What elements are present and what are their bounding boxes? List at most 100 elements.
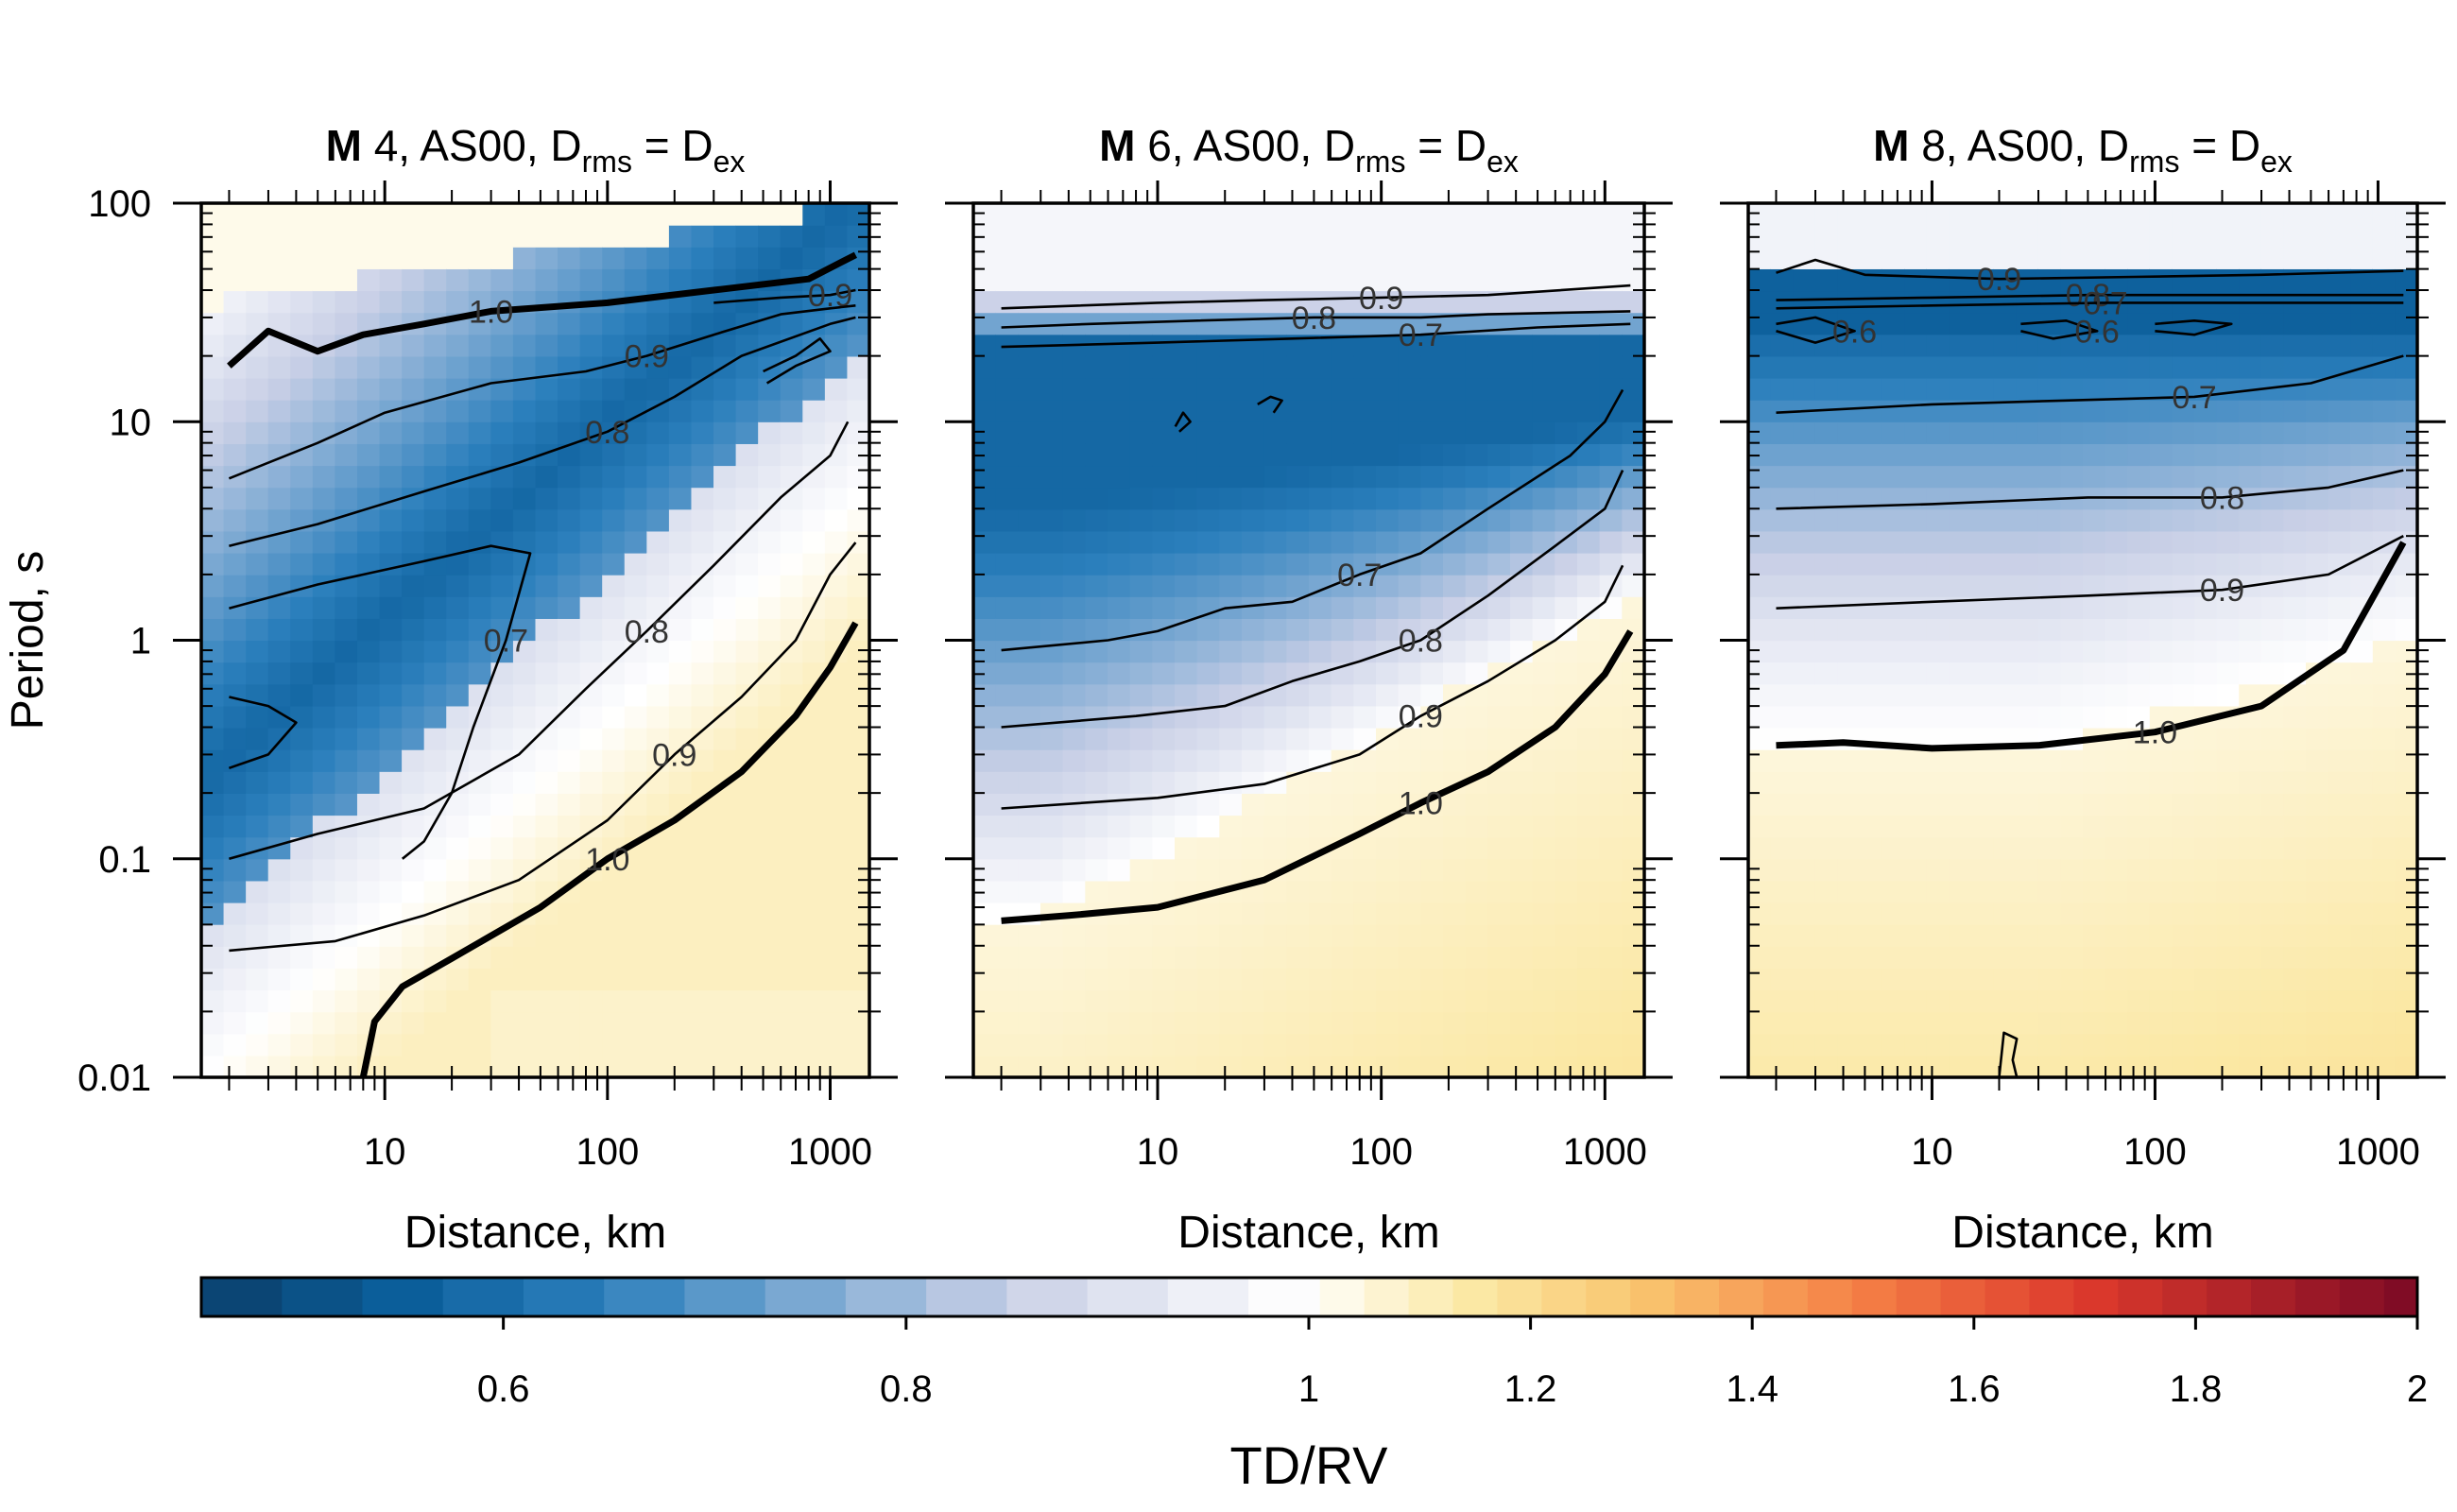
heatmap-cell (2172, 203, 2195, 226)
heatmap-cell (735, 465, 759, 489)
heatmap-cell (1398, 924, 1421, 947)
heatmap-cell (335, 640, 358, 663)
heatmap-cell (2037, 902, 2061, 925)
heatmap-cell (490, 1011, 514, 1035)
heatmap-cell (1814, 989, 1838, 1013)
heatmap-cell (1599, 596, 1623, 619)
heatmap-cell (824, 268, 849, 292)
heatmap-cell (2306, 530, 2329, 554)
heatmap-cell (2172, 640, 2195, 663)
heatmap-cell (1018, 728, 1041, 750)
heatmap-cell (668, 968, 693, 991)
heatmap-cell (1443, 268, 1467, 292)
heatmap-cell (1175, 946, 1198, 969)
heatmap-cell (802, 968, 826, 991)
heatmap-cell (1263, 487, 1287, 510)
heatmap-cell (267, 487, 291, 510)
heatmap-cell (468, 247, 491, 269)
heatmap-cell (2239, 1011, 2262, 1035)
heatmap-cell (468, 836, 491, 860)
heatmap-cell (1577, 705, 1601, 729)
heatmap-cell (1860, 355, 1883, 379)
heatmap-cell (423, 989, 447, 1013)
heatmap-cell (1465, 596, 1488, 619)
heatmap-cell (1331, 858, 1354, 882)
heatmap-cell (468, 858, 491, 882)
heatmap-cell (1555, 508, 1578, 532)
heatmap-cell (1793, 924, 1816, 947)
heatmap-cell (1040, 290, 1064, 314)
heatmap-cell (1881, 225, 1905, 248)
heatmap-cell (1353, 487, 1377, 510)
heatmap-cell (1242, 1011, 1265, 1035)
heatmap-cell (290, 946, 314, 969)
heatmap-cell (602, 465, 626, 489)
heatmap-cell (2260, 225, 2284, 248)
heatmap-cell (2016, 553, 2039, 576)
heatmap-cell (558, 334, 581, 357)
heatmap-cell (602, 247, 626, 269)
heatmap-cell (1309, 508, 1332, 532)
heatmap-cell (1555, 247, 1578, 269)
heatmap-cell (1175, 225, 1198, 248)
colorbar-cell (1984, 1278, 2030, 1316)
heatmap-cell (1152, 312, 1176, 335)
heatmap-cell (1196, 334, 1220, 357)
heatmap-cell (1904, 989, 1928, 1013)
colorbar-cell (845, 1278, 927, 1316)
heatmap-cell (995, 268, 1019, 292)
heatmap-cell (2037, 946, 2061, 969)
heatmap-cell (713, 902, 737, 925)
heatmap-cell (2172, 728, 2195, 750)
heatmap-cell (1510, 508, 1534, 532)
heatmap-cell (246, 1055, 269, 1078)
heatmap-cell (223, 1011, 247, 1035)
heatmap-cell (1555, 355, 1578, 379)
heatmap-cell (312, 640, 335, 663)
heatmap-cell (1108, 553, 1131, 576)
heatmap-cell (1152, 1033, 1176, 1057)
heatmap-cell (1555, 465, 1578, 489)
heatmap-cell (1860, 508, 1883, 532)
heatmap-cell (379, 771, 403, 794)
heatmap-cell (1085, 1055, 1108, 1078)
heatmap-cell (735, 247, 759, 269)
heatmap-cell (1622, 989, 1645, 1013)
heatmap-cell (267, 924, 291, 947)
heatmap-cell (1555, 290, 1578, 314)
heatmap-cell (1622, 530, 1645, 554)
heatmap-cell (1926, 728, 1950, 750)
heatmap-cell (2216, 225, 2240, 248)
heatmap-cell (379, 683, 403, 707)
heatmap-cell (2172, 793, 2195, 816)
heatmap-cell (1062, 465, 1086, 489)
heatmap-cell (379, 902, 403, 925)
heatmap-cell (824, 378, 849, 401)
heatmap-cell (2105, 815, 2128, 838)
heatmap-cell (2239, 989, 2262, 1013)
heatmap-cell (2372, 312, 2396, 335)
heatmap-cell (624, 1011, 647, 1035)
heatmap-cell (1577, 378, 1601, 401)
heatmap-cell (1622, 596, 1645, 619)
heatmap-cell (624, 355, 647, 379)
heatmap-cell (1420, 553, 1444, 576)
contour-label: 0.9 (625, 339, 669, 375)
heatmap-cell (402, 749, 425, 772)
heatmap-cell (290, 378, 314, 401)
heatmap-cell (558, 683, 581, 707)
heatmap-cell (1040, 312, 1064, 335)
heatmap-cell (2037, 575, 2061, 597)
heatmap-cell (713, 880, 737, 903)
heatmap-cell (758, 662, 782, 685)
heatmap-cell (1085, 487, 1108, 510)
heatmap-cell (1793, 618, 1816, 642)
heatmap-cell (2283, 334, 2307, 357)
heatmap-cell (1040, 836, 1064, 860)
heatmap-cell (646, 378, 670, 401)
heatmap-cell (1748, 553, 1772, 576)
heatmap-cell (1286, 924, 1310, 947)
heatmap-cell (512, 836, 537, 860)
heatmap-cell (2060, 1033, 2084, 1057)
heatmap-cell (735, 225, 759, 248)
